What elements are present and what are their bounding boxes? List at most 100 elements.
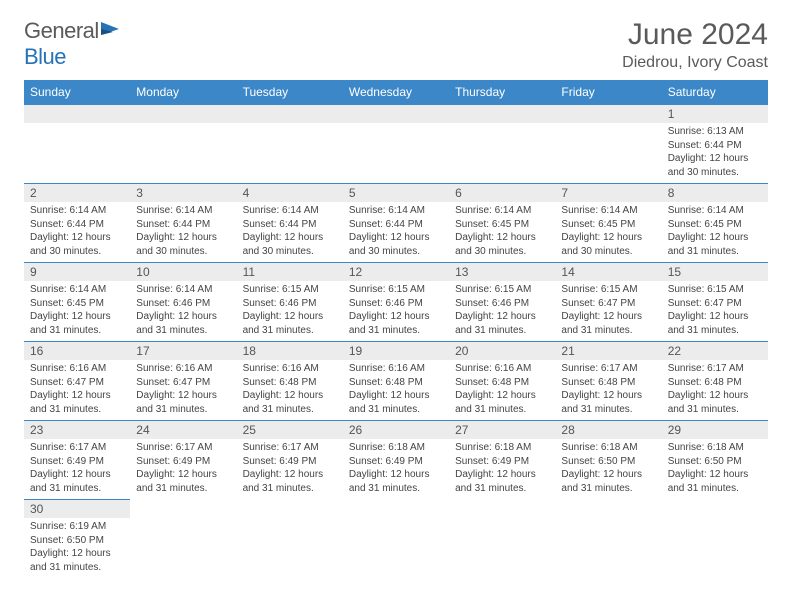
day-body: Sunrise: 6:13 AMSunset: 6:44 PMDaylight:… [662,123,768,183]
day-number: 11 [237,263,343,281]
daylight-text: Daylight: 12 hours and 30 minutes. [455,231,549,258]
daylight-text: Daylight: 12 hours and 31 minutes. [30,310,124,337]
day-number: 14 [555,263,661,281]
location: Diedrou, Ivory Coast [622,54,768,72]
logo-word-b: Blue [24,44,66,69]
daylight-text: Daylight: 12 hours and 31 minutes. [136,468,230,495]
day-body: Sunrise: 6:15 AMSunset: 6:47 PMDaylight:… [662,281,768,341]
calendar-cell: 17Sunrise: 6:16 AMSunset: 6:47 PMDayligh… [130,342,236,421]
calendar-cell: 8Sunrise: 6:14 AMSunset: 6:45 PMDaylight… [662,184,768,263]
day-body: Sunrise: 6:15 AMSunset: 6:46 PMDaylight:… [237,281,343,341]
day-number: 22 [662,342,768,360]
calendar-cell: 25Sunrise: 6:17 AMSunset: 6:49 PMDayligh… [237,421,343,500]
day-body: Sunrise: 6:18 AMSunset: 6:50 PMDaylight:… [662,439,768,499]
sunset-text: Sunset: 6:47 PM [30,376,124,390]
weekday-tuesday: Tuesday [237,80,343,105]
header: General Blue June 2024 Diedrou, Ivory Co… [24,18,768,72]
sunrise-text: Sunrise: 6:17 AM [136,441,230,455]
sunrise-text: Sunrise: 6:16 AM [455,362,549,376]
sunset-text: Sunset: 6:46 PM [455,297,549,311]
page-title: June 2024 [622,18,768,52]
day-number: 19 [343,342,449,360]
weekday-sunday: Sunday [24,80,130,105]
calendar-cell [237,500,343,579]
daylight-text: Daylight: 12 hours and 30 minutes. [668,152,762,179]
calendar-table: SundayMondayTuesdayWednesdayThursdayFrid… [24,80,768,578]
sunset-text: Sunset: 6:48 PM [455,376,549,390]
sunrise-text: Sunrise: 6:16 AM [136,362,230,376]
day-number: 2 [24,184,130,202]
calendar-cell: 21Sunrise: 6:17 AMSunset: 6:48 PMDayligh… [555,342,661,421]
day-number: 8 [662,184,768,202]
day-body: Sunrise: 6:18 AMSunset: 6:49 PMDaylight:… [343,439,449,499]
sunrise-text: Sunrise: 6:15 AM [561,283,655,297]
daylight-text: Daylight: 12 hours and 31 minutes. [243,389,337,416]
sunset-text: Sunset: 6:50 PM [668,455,762,469]
day-body: Sunrise: 6:17 AMSunset: 6:49 PMDaylight:… [24,439,130,499]
sunrise-text: Sunrise: 6:14 AM [455,204,549,218]
calendar-cell: 26Sunrise: 6:18 AMSunset: 6:49 PMDayligh… [343,421,449,500]
sunrise-text: Sunrise: 6:15 AM [243,283,337,297]
daylight-text: Daylight: 12 hours and 30 minutes. [243,231,337,258]
calendar-week: 30Sunrise: 6:19 AMSunset: 6:50 PMDayligh… [24,500,768,579]
sunset-text: Sunset: 6:44 PM [136,218,230,232]
daylight-text: Daylight: 12 hours and 31 minutes. [349,310,443,337]
sunset-text: Sunset: 6:44 PM [243,218,337,232]
sunset-text: Sunset: 6:45 PM [668,218,762,232]
sunset-text: Sunset: 6:48 PM [243,376,337,390]
day-number: 21 [555,342,661,360]
sunrise-text: Sunrise: 6:15 AM [455,283,549,297]
calendar-cell: 13Sunrise: 6:15 AMSunset: 6:46 PMDayligh… [449,263,555,342]
sunset-text: Sunset: 6:45 PM [561,218,655,232]
weekday-saturday: Saturday [662,80,768,105]
day-body: Sunrise: 6:15 AMSunset: 6:47 PMDaylight:… [555,281,661,341]
calendar-cell: 2Sunrise: 6:14 AMSunset: 6:44 PMDaylight… [24,184,130,263]
sunset-text: Sunset: 6:48 PM [349,376,443,390]
sunset-text: Sunset: 6:49 PM [30,455,124,469]
sunrise-text: Sunrise: 6:15 AM [349,283,443,297]
daylight-text: Daylight: 12 hours and 30 minutes. [349,231,443,258]
calendar-cell: 6Sunrise: 6:14 AMSunset: 6:45 PMDaylight… [449,184,555,263]
calendar-cell [449,105,555,184]
day-body: Sunrise: 6:17 AMSunset: 6:49 PMDaylight:… [130,439,236,499]
calendar-cell [24,105,130,184]
day-body: Sunrise: 6:16 AMSunset: 6:48 PMDaylight:… [237,360,343,420]
sunrise-text: Sunrise: 6:14 AM [30,283,124,297]
day-body: Sunrise: 6:14 AMSunset: 6:45 PMDaylight:… [24,281,130,341]
day-number: 5 [343,184,449,202]
day-number: 1 [662,105,768,123]
calendar-cell [555,105,661,184]
flag-icon [99,18,121,36]
sunrise-text: Sunrise: 6:18 AM [455,441,549,455]
day-number: 3 [130,184,236,202]
sunrise-text: Sunrise: 6:18 AM [561,441,655,455]
day-body: Sunrise: 6:16 AMSunset: 6:47 PMDaylight:… [130,360,236,420]
calendar-cell: 27Sunrise: 6:18 AMSunset: 6:49 PMDayligh… [449,421,555,500]
day-body: Sunrise: 6:14 AMSunset: 6:45 PMDaylight:… [449,202,555,262]
sunrise-text: Sunrise: 6:15 AM [668,283,762,297]
day-number: 20 [449,342,555,360]
sunset-text: Sunset: 6:44 PM [668,139,762,153]
sunset-text: Sunset: 6:44 PM [349,218,443,232]
calendar-cell: 15Sunrise: 6:15 AMSunset: 6:47 PMDayligh… [662,263,768,342]
calendar-cell: 5Sunrise: 6:14 AMSunset: 6:44 PMDaylight… [343,184,449,263]
sunset-text: Sunset: 6:49 PM [136,455,230,469]
calendar-cell [449,500,555,579]
sunrise-text: Sunrise: 6:18 AM [668,441,762,455]
day-number: 13 [449,263,555,281]
calendar-cell: 10Sunrise: 6:14 AMSunset: 6:46 PMDayligh… [130,263,236,342]
calendar-cell: 9Sunrise: 6:14 AMSunset: 6:45 PMDaylight… [24,263,130,342]
sunrise-text: Sunrise: 6:17 AM [668,362,762,376]
daylight-text: Daylight: 12 hours and 31 minutes. [30,468,124,495]
sunrise-text: Sunrise: 6:17 AM [243,441,337,455]
calendar-week: 1Sunrise: 6:13 AMSunset: 6:44 PMDaylight… [24,105,768,184]
day-body: Sunrise: 6:19 AMSunset: 6:50 PMDaylight:… [24,518,130,578]
calendar-week: 16Sunrise: 6:16 AMSunset: 6:47 PMDayligh… [24,342,768,421]
sunset-text: Sunset: 6:47 PM [136,376,230,390]
daylight-text: Daylight: 12 hours and 31 minutes. [349,468,443,495]
day-number: 7 [555,184,661,202]
calendar-cell [130,105,236,184]
logo-text: General Blue [24,18,121,70]
sunset-text: Sunset: 6:47 PM [668,297,762,311]
sunrise-text: Sunrise: 6:16 AM [349,362,443,376]
